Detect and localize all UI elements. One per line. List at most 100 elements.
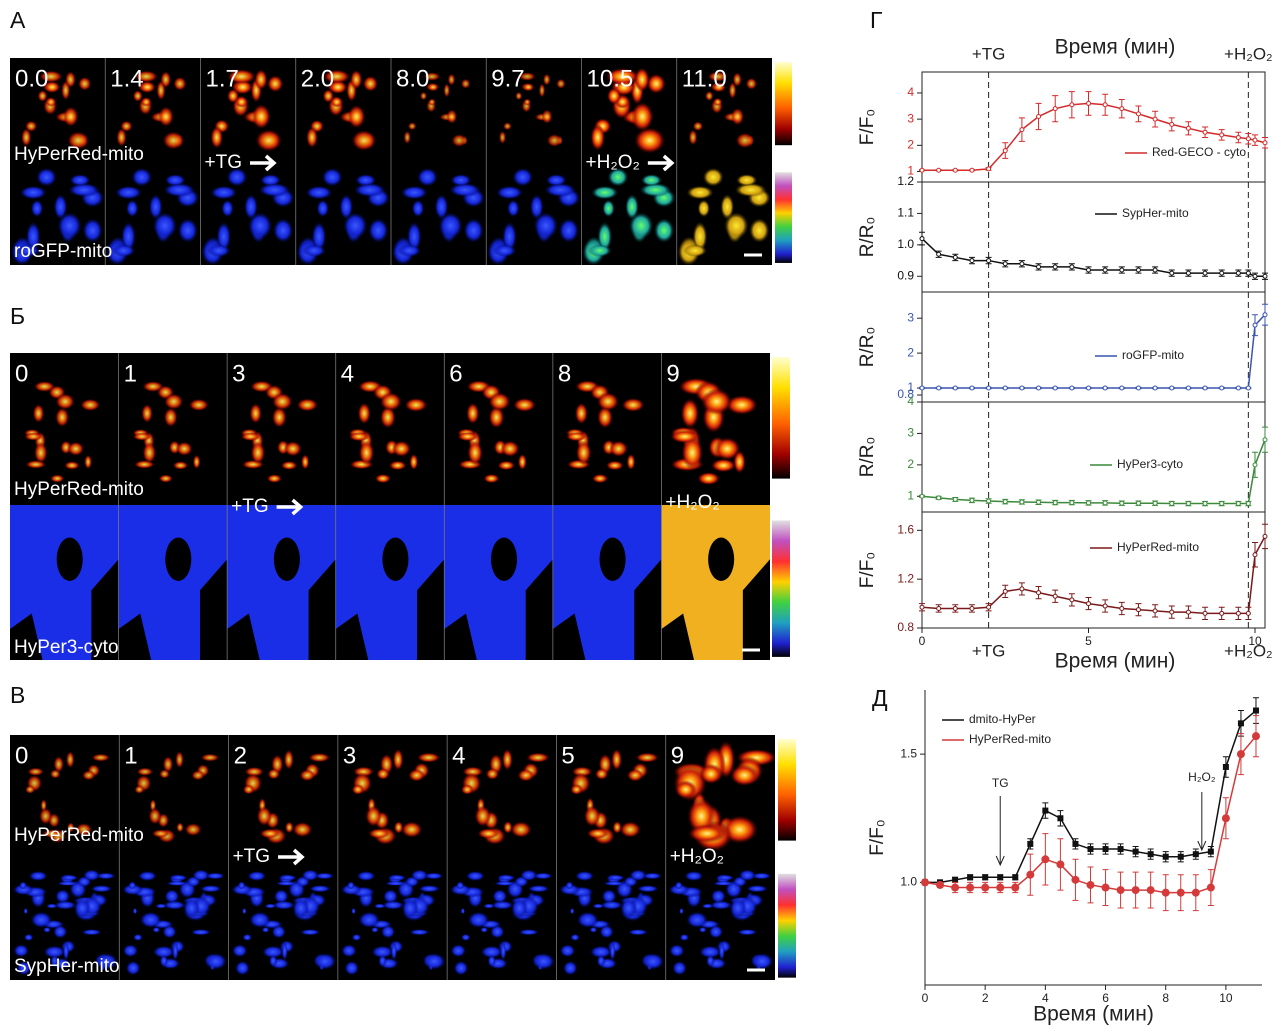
ratio-signal <box>183 898 199 918</box>
hot-signal <box>133 433 151 441</box>
point <box>1208 849 1214 855</box>
point <box>987 386 991 390</box>
time-label: 0 <box>15 742 28 769</box>
point <box>1153 268 1157 272</box>
hot-signal <box>176 442 193 456</box>
y-axis-label: F/F₀ <box>857 109 878 145</box>
point <box>1203 271 1207 275</box>
hot-signal <box>173 77 186 91</box>
point <box>1136 608 1140 612</box>
ratio-signal <box>423 953 445 970</box>
hot-signal <box>497 461 515 471</box>
event-label: +H₂O₂ <box>1224 44 1273 63</box>
point <box>987 167 991 171</box>
point <box>1253 138 1257 142</box>
hot-signal <box>148 808 161 825</box>
hot-signal <box>175 751 183 768</box>
point <box>937 606 941 610</box>
point <box>1203 386 1207 390</box>
point <box>1136 268 1140 272</box>
point <box>1012 874 1018 880</box>
hot-signal <box>486 768 499 780</box>
point <box>953 497 957 501</box>
hot-signal <box>518 454 527 470</box>
cell-gap <box>165 538 191 581</box>
ratio-signal <box>206 873 225 880</box>
hot-signal <box>405 398 428 412</box>
ratio-signal <box>713 881 735 886</box>
ratio-signal <box>357 871 376 881</box>
ratio-signal <box>381 925 395 938</box>
point <box>987 499 991 503</box>
hot-signal <box>730 764 759 786</box>
cell-gap <box>274 538 300 581</box>
cell-gap <box>708 538 734 581</box>
time-label: 2.0 <box>301 65 334 92</box>
point <box>1037 591 1041 595</box>
point <box>1070 598 1074 602</box>
point <box>953 255 957 259</box>
y-tick-label: 1 <box>907 488 914 502</box>
event-label: +TG <box>972 641 1006 660</box>
point <box>1087 268 1091 272</box>
ratio-signal <box>126 961 140 976</box>
point <box>1103 103 1107 107</box>
hot-signal <box>358 403 371 425</box>
ratio-signal <box>126 200 138 218</box>
ratio-signal <box>163 901 185 910</box>
ratio-signal <box>534 212 558 239</box>
point <box>1087 386 1091 390</box>
ratio-signal <box>131 168 152 187</box>
point <box>1103 604 1107 608</box>
y-tick-label: 1.1 <box>897 206 914 220</box>
hot-signal <box>697 472 720 485</box>
hot-signal <box>699 764 722 784</box>
point <box>1120 386 1124 390</box>
ratio-signal <box>276 881 298 886</box>
hot-signal <box>158 106 173 127</box>
x-tick-label: 10 <box>1219 991 1233 1005</box>
ratio-signal <box>160 955 168 967</box>
point <box>1186 386 1190 390</box>
hot-signal <box>255 129 281 151</box>
point <box>1053 594 1057 598</box>
hot-signal <box>408 769 425 782</box>
hot-signal <box>584 806 600 827</box>
y-tick-label: 2 <box>907 457 914 471</box>
ratio-signal <box>343 212 367 239</box>
ratio-signal <box>205 953 227 970</box>
point <box>970 606 974 610</box>
ratio-signal <box>24 934 33 941</box>
annotation-arrow <box>1198 792 1206 850</box>
ratio-signal <box>133 908 137 914</box>
hot-signal <box>34 442 48 463</box>
ratio-signal <box>20 186 47 200</box>
hot-signal <box>711 459 736 472</box>
ratio-signal <box>528 885 550 892</box>
ratio-signal <box>546 174 567 186</box>
point <box>1020 128 1024 132</box>
time-label: 8 <box>558 360 571 387</box>
ratio-signal <box>736 174 757 186</box>
ratio-signal <box>451 944 466 957</box>
ratio-signal <box>716 875 734 881</box>
ratio-signal <box>265 904 277 909</box>
time-label: 0.0 <box>15 65 48 92</box>
point <box>1102 884 1109 891</box>
hot-signal <box>67 442 84 456</box>
point <box>922 879 929 886</box>
hot-signal <box>597 392 619 411</box>
hot-signal <box>587 828 609 839</box>
ratio-signal <box>352 934 361 941</box>
hot-signal <box>352 784 364 794</box>
point <box>1087 101 1091 105</box>
y-tick-label: 2 <box>907 345 914 359</box>
ratio-signal <box>512 168 533 187</box>
hot-signal <box>477 828 499 839</box>
time-label: 9 <box>666 360 679 387</box>
time-label: 4 <box>341 360 354 387</box>
ratio-signal <box>672 961 686 976</box>
point <box>1186 502 1190 506</box>
hot-signal <box>526 753 549 763</box>
ratio-signal <box>724 212 748 239</box>
